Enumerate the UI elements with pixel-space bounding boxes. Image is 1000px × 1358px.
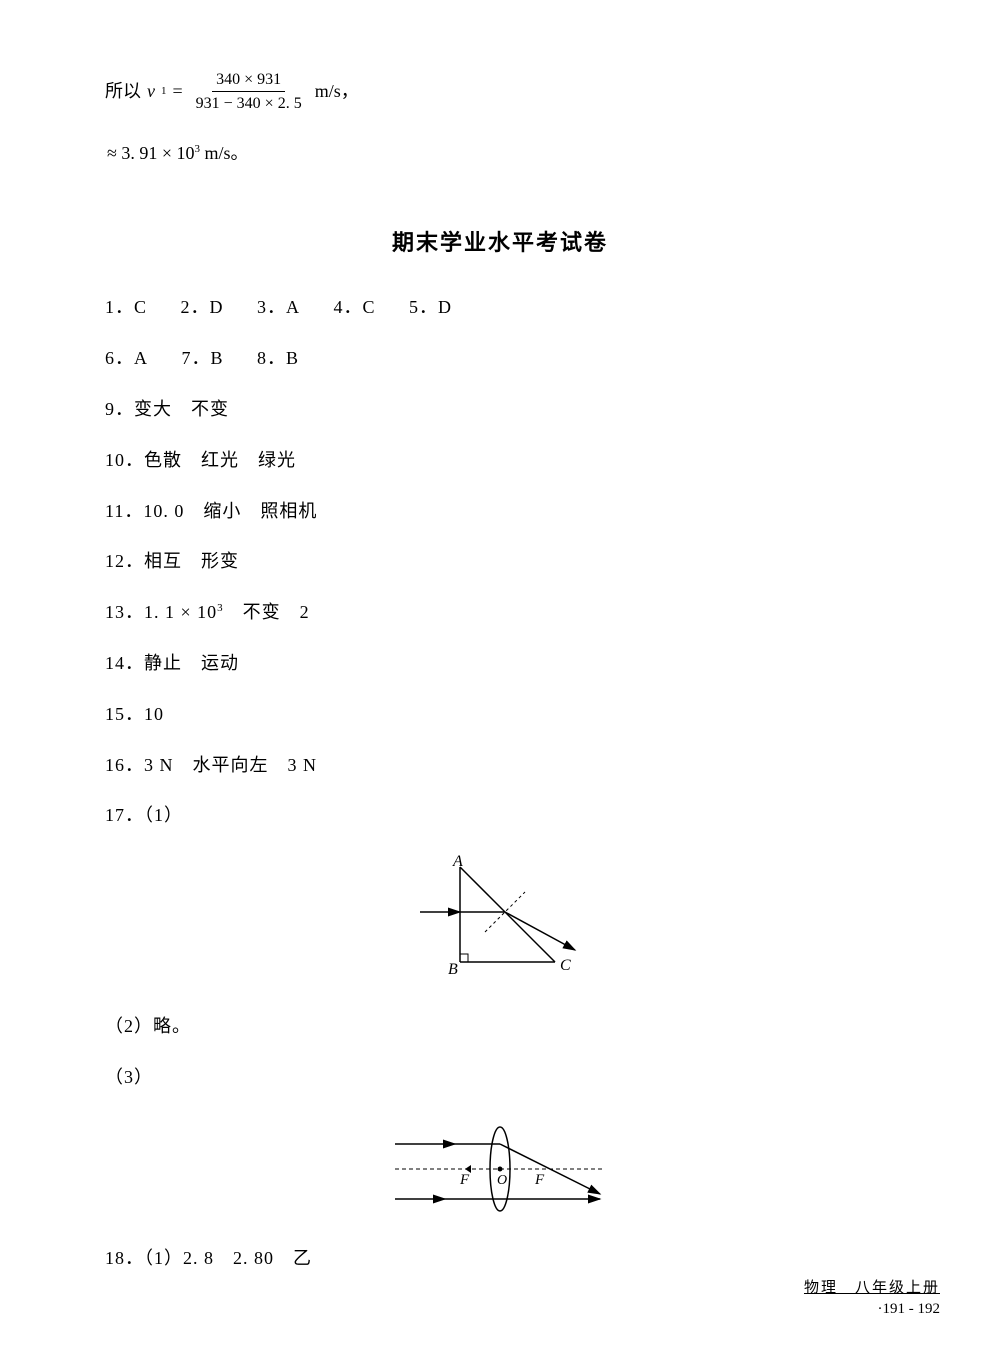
ans-1-val: C (134, 297, 147, 317)
footer-page: ·191 - 192 (804, 1301, 940, 1318)
frac-denominator: 931 − 340 × 2. 5 (192, 92, 306, 113)
ans-7-val: B (211, 348, 224, 368)
formula-fraction: 340 × 931 931 − 340 × 2. 5 (192, 70, 306, 113)
label-O: O (497, 1173, 507, 1188)
answer-q16: 16．3 N 水平向左 3 N (105, 751, 895, 780)
answer-q15: 15．10 (105, 700, 895, 729)
formula-sub: 1 (161, 82, 167, 102)
ans-1-num: 1． (105, 297, 134, 317)
lens-diagram: F F O (385, 1114, 615, 1224)
label-C: C (560, 957, 571, 974)
ans-8-val: B (286, 348, 299, 368)
ans-4-num: 4． (334, 297, 363, 317)
frac-numerator: 340 × 931 (212, 70, 285, 92)
label-F-right: F (534, 1172, 545, 1188)
answer-q13: 13．1. 1 × 103 不变 2 (105, 598, 895, 627)
ans-2-val: D (210, 297, 224, 317)
ans-7-num: 7． (182, 348, 211, 368)
approx-prefix: ≈ 3. 91 × 10 (107, 143, 195, 163)
formula-prefix: 所以 (105, 75, 141, 107)
diagram-2-container: F F O (105, 1114, 895, 1224)
answer-q18: 18．（1）2. 8 2. 80 乙 (105, 1244, 895, 1273)
formula-line-2: ≈ 3. 91 × 103 m/s。 (107, 139, 895, 165)
answer-q17: 17．（1） (105, 801, 895, 830)
answer-q10: 10．色散 红光 绿光 (105, 446, 895, 475)
answers-row-2: 6．A 7．B 8．B (105, 344, 895, 373)
ans-8-num: 8． (257, 348, 286, 368)
prism-diagram: A B C (410, 852, 590, 992)
q13-prefix: 13．1. 1 × 10 (105, 602, 217, 622)
ans-5-num: 5． (409, 297, 438, 317)
ans-6-num: 6． (105, 348, 134, 368)
label-A: A (452, 853, 463, 870)
formula-var: v (147, 75, 155, 107)
formula-line-1: 所以 v1 = 340 × 931 931 − 340 × 2. 5 m/s， (105, 70, 895, 113)
diagram-1-container: A B C (105, 852, 895, 992)
answer-q17-3: （3） (105, 1063, 895, 1092)
answer-q17-2: （2）略。 (105, 1012, 895, 1041)
ans-3-val: A (286, 297, 300, 317)
ans-5-val: D (438, 297, 452, 317)
ans-6-val: A (134, 348, 148, 368)
ans-3-num: 3． (257, 297, 286, 317)
label-B: B (448, 961, 458, 978)
answers-row-1: 1．C 2．D 3．A 4．C 5．D (105, 293, 895, 322)
footer-subject: 物理 八年级上册 (804, 1276, 940, 1297)
section-title: 期末学业水平考试卷 (105, 225, 895, 257)
ans-4-val: C (363, 297, 376, 317)
q13-suffix: 不变 2 (224, 602, 310, 622)
ans-2-num: 2． (181, 297, 210, 317)
page-footer: 物理 八年级上册 ·191 - 192 (804, 1276, 940, 1318)
answer-q12: 12．相互 形变 (105, 547, 895, 576)
answer-q9: 9．变大 不变 (105, 395, 895, 424)
formula-unit: m/s， (315, 75, 359, 107)
answer-q14: 14．静止 运动 (105, 649, 895, 678)
label-F-left: F (459, 1172, 470, 1188)
formula-equals: = (173, 75, 183, 107)
approx-suffix: m/s。 (200, 143, 249, 163)
answer-q11: 11．10. 0 缩小 照相机 (105, 497, 895, 526)
